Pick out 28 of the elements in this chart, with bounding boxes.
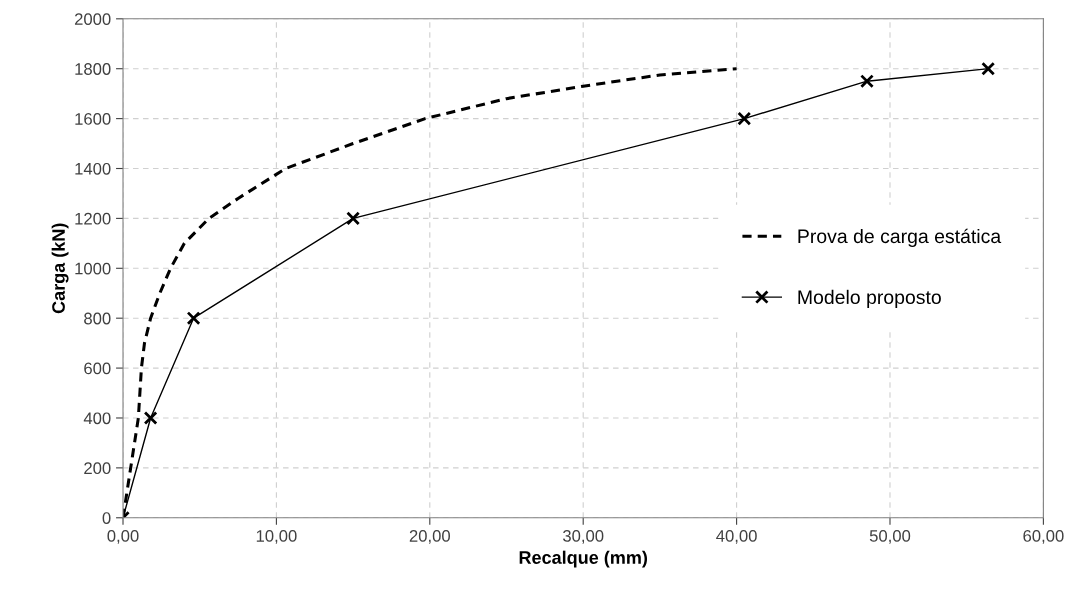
- point: [143, 411, 158, 425]
- y-tick-label: 1800: [75, 63, 111, 75]
- legend-label: Prova de carga estática: [798, 228, 1002, 248]
- point: [981, 61, 996, 76]
- y-tick-label: 200: [84, 462, 111, 475]
- y-tick-label: 1000: [75, 262, 111, 275]
- y-tick-label: 600: [84, 362, 111, 375]
- y-tick-label: 2000: [74, 13, 111, 26]
- x-tick-label: 0,00: [107, 530, 139, 544]
- y-axis-title: Carga (kN): [51, 223, 69, 314]
- y-tick-label: 1200: [75, 212, 111, 225]
- x-tick-label: 40,00: [716, 530, 757, 544]
- y-tick-label: 0: [102, 512, 111, 524]
- x-tick-label: 10,00: [256, 530, 297, 544]
- point: [860, 74, 874, 89]
- y-tick-label: 1600: [75, 113, 111, 125]
- y-tick-label: 400: [83, 412, 111, 425]
- x-axis-title: Recalque (mm): [519, 550, 648, 568]
- x-tick-label: 30,00: [562, 530, 604, 544]
- point: [737, 111, 752, 126]
- legend-label: Modelo proposto: [798, 289, 941, 308]
- x-tick-label: 20,00: [409, 530, 451, 544]
- y-tick-label: 1400: [75, 162, 111, 175]
- x-tick-label: 50,00: [869, 530, 911, 544]
- point: [186, 311, 201, 326]
- x-tick-label: 60,00: [1023, 530, 1064, 544]
- y-tick-label: 800: [84, 312, 111, 325]
- point: [346, 211, 361, 226]
